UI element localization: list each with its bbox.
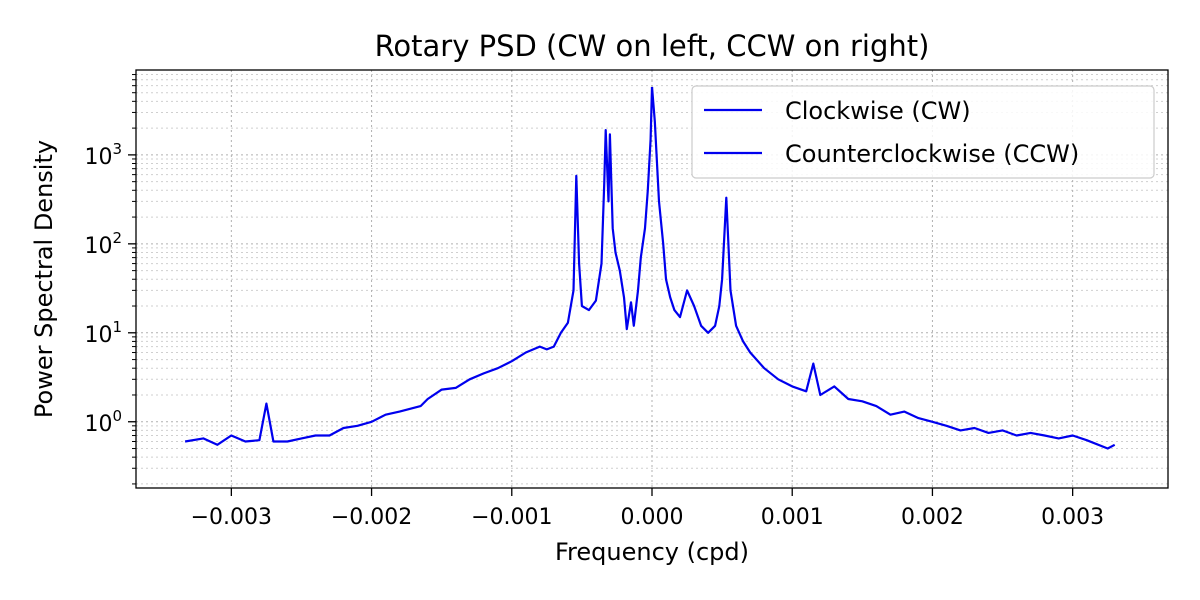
y-axis-label: Power Spectral Density [30, 140, 58, 418]
y-tick-exponent: 3 [112, 140, 122, 158]
legend-label-ccw: Counterclockwise (CCW) [785, 140, 1079, 168]
y-tick-base: 10 [84, 412, 112, 437]
y-tick-label: 102 [84, 229, 122, 259]
y-tick-label: 103 [84, 140, 122, 170]
y-tick-base: 10 [84, 323, 112, 348]
y-tick-exponent: 0 [112, 407, 122, 425]
x-tick-label: −0.003 [191, 505, 272, 530]
series-layer [184, 86, 1116, 450]
series-line-cw [184, 86, 654, 446]
chart-title: Rotary PSD (CW on left, CCW on right) [375, 29, 930, 63]
y-tick-label: 101 [84, 318, 122, 348]
x-tick-label: 0.002 [901, 505, 964, 530]
legend-label-cw: Clockwise (CW) [785, 97, 971, 125]
y-tick-exponent: 2 [112, 229, 122, 247]
legend: Clockwise (CW) Counterclockwise (CCW) [691, 85, 1155, 179]
x-tick-label: 0.001 [761, 505, 824, 530]
x-axis-label: Frequency (cpd) [555, 538, 749, 566]
grid [136, 70, 1168, 488]
series-line-ccw [650, 86, 1116, 450]
y-tick-base: 10 [84, 234, 112, 259]
legend-box [691, 85, 1155, 179]
y-tick-exponent: 1 [112, 318, 122, 336]
x-tick-label: −0.002 [331, 505, 412, 530]
x-tick-label: 0.003 [1041, 505, 1104, 530]
y-tick-base: 10 [84, 145, 112, 170]
x-tick-label: 0.000 [621, 505, 684, 530]
x-tick-label: −0.001 [471, 505, 552, 530]
y-tick-label: 100 [84, 407, 122, 437]
